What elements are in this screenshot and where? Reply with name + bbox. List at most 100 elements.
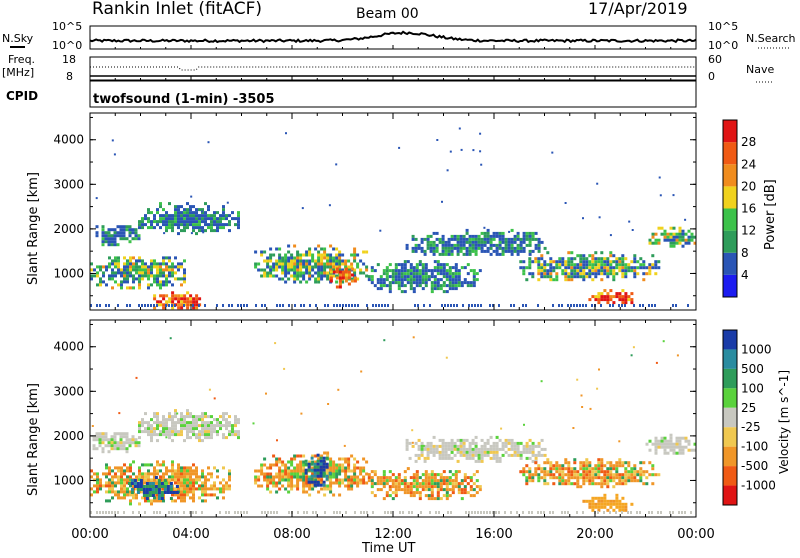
velocity-cell	[225, 487, 228, 491]
power-cell	[489, 246, 493, 250]
velocity-cell	[597, 502, 601, 506]
power-cell	[528, 234, 532, 238]
velocity-cell	[501, 447, 505, 451]
velocity-cell	[237, 430, 240, 434]
velocity-cell	[302, 466, 306, 470]
power-cell	[269, 265, 273, 269]
power-cell	[266, 274, 270, 278]
velocity-cell	[600, 464, 604, 468]
power-cell	[213, 220, 216, 224]
velocity-cell	[278, 487, 282, 491]
velocity-cell	[132, 484, 135, 488]
power-cell	[204, 211, 207, 215]
power-cell	[621, 266, 625, 270]
power-cell	[341, 262, 345, 266]
power-cell	[207, 214, 210, 218]
power-cell	[391, 281, 395, 285]
velocity-cell	[150, 472, 153, 476]
velocity-cell	[495, 456, 499, 460]
power-cell	[138, 265, 141, 269]
power-cell	[263, 250, 267, 254]
power-cell	[573, 263, 577, 267]
velocity-cell	[444, 453, 448, 457]
velocity-cell	[639, 473, 643, 477]
velocity-cell	[144, 421, 147, 425]
velocity-cell	[136, 485, 140, 488]
power-cell	[579, 272, 583, 276]
power-cell	[454, 275, 458, 279]
velocity-cell	[442, 488, 446, 492]
power-cell	[600, 251, 604, 255]
velocity-cell	[157, 497, 161, 500]
velocity-cell	[329, 466, 333, 470]
velocity-cell	[356, 460, 360, 464]
power-cell	[189, 294, 193, 298]
velocity-cell	[296, 481, 300, 485]
velocity-cell	[624, 502, 628, 506]
velocity-cell	[129, 493, 132, 497]
power-cell	[207, 226, 210, 230]
velocity-cell	[387, 511, 389, 514]
power-cell	[281, 268, 285, 272]
velocity-cell	[603, 505, 607, 509]
velocity-cell	[265, 392, 267, 395]
velocity-cell	[326, 454, 330, 458]
velocity-cell	[219, 481, 222, 485]
power-cell	[564, 263, 568, 267]
velocity-cell	[546, 482, 550, 486]
velocity-cell	[558, 470, 562, 474]
velocity-cell	[116, 441, 120, 445]
velocity-cell	[430, 488, 434, 492]
power-cell	[439, 272, 443, 276]
power-cell	[657, 260, 661, 264]
velocity-cell	[444, 444, 448, 448]
power-cell	[132, 268, 135, 272]
velocity-cell	[510, 438, 514, 442]
velocity-cell	[600, 499, 604, 503]
velocity-cell	[424, 473, 428, 477]
power-cell	[603, 289, 607, 293]
velocity-cell	[681, 451, 685, 455]
power-cell	[347, 259, 351, 263]
power-cell	[311, 256, 315, 260]
power-cell	[107, 228, 111, 232]
power-cell	[108, 265, 111, 269]
power-cell	[192, 214, 195, 218]
velocity-cell	[618, 476, 622, 480]
power-cell	[114, 262, 117, 266]
velocity-cell	[445, 356, 448, 359]
power-cell	[237, 223, 240, 227]
power-colorbar-swatch	[723, 186, 737, 209]
velocity-cell	[305, 475, 309, 479]
velocity-cell	[180, 481, 183, 485]
power-cell	[429, 240, 433, 244]
power-cell	[651, 304, 653, 307]
power-cell	[320, 274, 324, 278]
power-cell	[263, 259, 267, 263]
power-cell	[447, 243, 451, 247]
velocity-cell	[288, 511, 290, 514]
power-cell	[606, 301, 610, 305]
velocity-cell	[412, 476, 416, 480]
power-cell	[137, 237, 141, 241]
velocity-cell	[101, 432, 105, 436]
power-cell	[421, 272, 425, 276]
power-cell	[459, 234, 463, 238]
velocity-cell	[478, 488, 482, 492]
power-cell	[675, 238, 679, 242]
velocity-cell	[326, 469, 330, 473]
power-cell	[525, 278, 529, 282]
velocity-cell	[299, 469, 303, 473]
velocity-cell	[406, 467, 410, 471]
velocity-cell	[219, 487, 222, 491]
velocity-cell	[156, 433, 159, 437]
power-cell	[603, 298, 607, 302]
velocity-cell	[333, 511, 335, 514]
power-cell	[177, 303, 181, 307]
power-cell	[113, 231, 117, 235]
velocity-cell	[573, 482, 577, 486]
velocity-cell	[448, 476, 452, 480]
power-cell	[186, 223, 189, 227]
power-cell	[353, 256, 357, 260]
velocity-cell	[445, 485, 449, 489]
